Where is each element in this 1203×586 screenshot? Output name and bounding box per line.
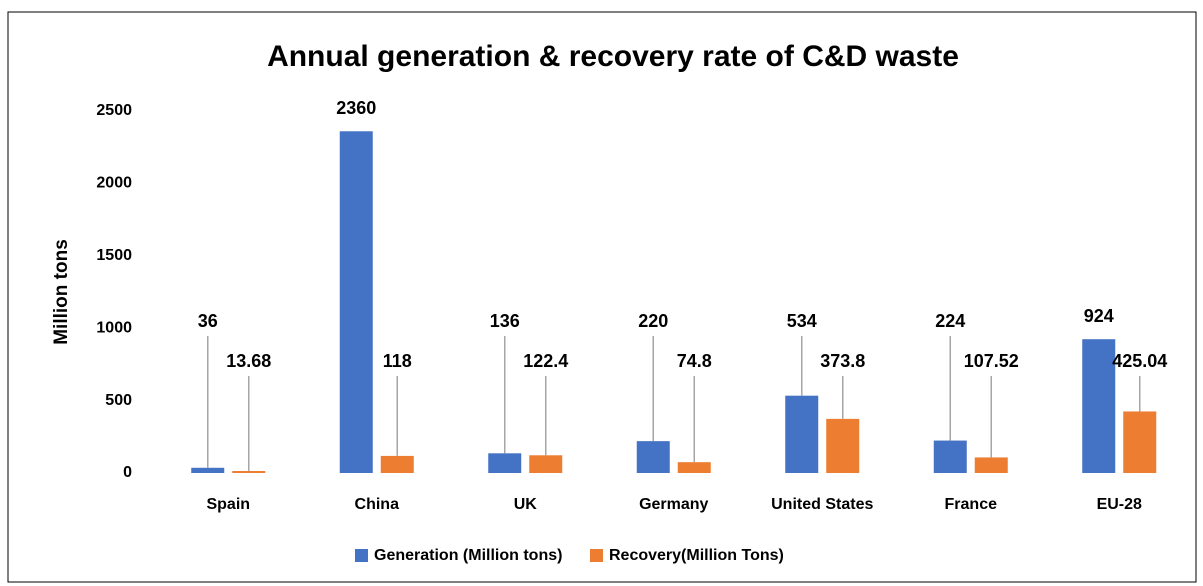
x-tick-label: France bbox=[945, 496, 998, 513]
x-tick-label: Germany bbox=[639, 496, 708, 513]
x-tick-label: UK bbox=[514, 496, 538, 513]
bar bbox=[933, 440, 967, 473]
data-label: 224 bbox=[935, 311, 965, 331]
chart-title: Annual generation & recovery rate of C&D… bbox=[267, 40, 959, 73]
y-tick-label: 2500 bbox=[96, 102, 132, 119]
y-axis-label: Million tons bbox=[51, 239, 72, 345]
legend-label: Recovery(Million Tons) bbox=[609, 547, 784, 564]
y-tick-label: 500 bbox=[105, 392, 132, 409]
data-label: 118 bbox=[383, 351, 412, 371]
y-tick-label: 0 bbox=[123, 464, 132, 481]
bar bbox=[1123, 411, 1157, 473]
data-label: 2360 bbox=[336, 98, 376, 118]
bar bbox=[1082, 339, 1116, 473]
bar bbox=[380, 455, 414, 473]
data-label: 136 bbox=[490, 311, 520, 331]
bar bbox=[529, 455, 563, 473]
bar bbox=[785, 395, 819, 473]
data-label: 924 bbox=[1084, 306, 1114, 326]
y-tick-label: 2000 bbox=[96, 175, 132, 192]
bar bbox=[339, 131, 373, 473]
bar bbox=[636, 441, 670, 473]
data-label: 425.04 bbox=[1112, 351, 1167, 371]
chart-border bbox=[7, 11, 1197, 583]
data-label: 36 bbox=[198, 311, 218, 331]
legend-label: Generation (Million tons) bbox=[374, 547, 562, 564]
bar bbox=[488, 453, 522, 473]
data-label: 220 bbox=[638, 311, 668, 331]
legend-swatch bbox=[590, 549, 603, 562]
data-label: 74.8 bbox=[677, 351, 712, 371]
bar bbox=[677, 462, 711, 473]
bar bbox=[974, 457, 1008, 473]
legend-swatch bbox=[355, 549, 368, 562]
bar bbox=[826, 418, 860, 473]
data-label: 373.8 bbox=[820, 351, 865, 371]
data-label: 534 bbox=[787, 311, 817, 331]
y-tick-label: 1000 bbox=[96, 319, 132, 336]
data-label: 122.4 bbox=[523, 351, 568, 371]
x-tick-label: Spain bbox=[206, 496, 250, 513]
x-tick-label: United States bbox=[771, 496, 873, 513]
bar bbox=[191, 467, 225, 473]
data-label: 13.68 bbox=[226, 351, 271, 371]
bar bbox=[232, 471, 266, 473]
x-tick-label: China bbox=[355, 496, 400, 513]
y-tick-label: 1500 bbox=[96, 247, 132, 264]
data-label: 107.52 bbox=[964, 351, 1019, 371]
x-tick-label: EU-28 bbox=[1097, 496, 1142, 513]
